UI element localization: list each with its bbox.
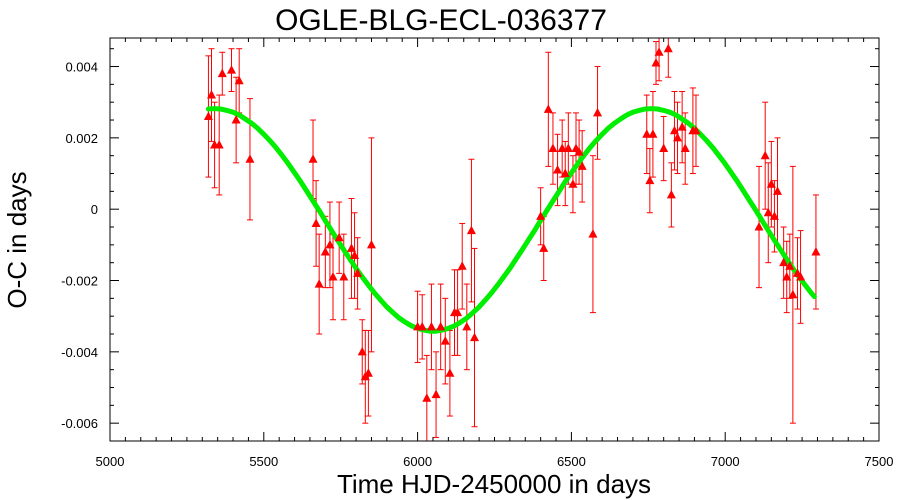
data-point-triangle bbox=[453, 307, 463, 317]
chart-title: OGLE-BLG-ECL-036377 bbox=[275, 4, 607, 37]
data-point-triangle bbox=[214, 139, 224, 149]
data-point-triangle bbox=[445, 368, 455, 377]
data-point-triangle bbox=[642, 129, 652, 138]
data-point-triangle bbox=[577, 161, 587, 170]
data-point-triangle bbox=[417, 321, 427, 331]
data-point-triangle bbox=[234, 75, 244, 85]
data-point-triangle bbox=[346, 243, 356, 252]
data-point-triangle bbox=[366, 239, 376, 249]
data-point-triangle bbox=[353, 268, 363, 277]
data-point-triangle bbox=[431, 389, 441, 399]
data-point-triangle bbox=[350, 250, 360, 260]
fit-curve-layer bbox=[205, 106, 817, 334]
data-point-triangle bbox=[207, 90, 217, 99]
data-point-triangle bbox=[217, 68, 227, 78]
data-point-triangle bbox=[669, 125, 679, 135]
data-point-triangle bbox=[553, 164, 563, 174]
data-point-triangle bbox=[422, 393, 432, 402]
data-point-triangle bbox=[339, 271, 349, 281]
data-point-triangle bbox=[557, 143, 567, 153]
data-point-triangle bbox=[363, 368, 373, 377]
data-point-triangle bbox=[536, 211, 546, 220]
error-bars-layer bbox=[205, 38, 819, 441]
data-point-triangle bbox=[543, 104, 553, 113]
x-tick-label: 5500 bbox=[249, 454, 278, 469]
data-point-triangle bbox=[763, 207, 773, 217]
data-point-triangle bbox=[766, 179, 776, 188]
data-point-triangle bbox=[314, 279, 324, 288]
data-point-triangle bbox=[754, 222, 764, 231]
data-point-triangle bbox=[593, 107, 603, 117]
data-point-triangle bbox=[328, 271, 338, 281]
data-point-triangle bbox=[574, 147, 584, 156]
data-point-triangle bbox=[426, 321, 436, 331]
data-point-triangle bbox=[320, 246, 330, 256]
data-point-triangle bbox=[539, 243, 549, 252]
data-point-triangle bbox=[470, 332, 480, 342]
data-point-triangle bbox=[462, 321, 472, 331]
data-point-triangle bbox=[788, 289, 798, 299]
data-point-triangle bbox=[666, 189, 676, 199]
data-point-triangle bbox=[334, 232, 344, 242]
data-points-layer bbox=[203, 43, 821, 402]
data-point-triangle bbox=[560, 168, 570, 178]
data-point-triangle bbox=[677, 122, 687, 131]
data-point-triangle bbox=[548, 143, 558, 153]
data-point-triangle bbox=[673, 132, 683, 142]
y-tick-label: -0.006 bbox=[61, 416, 98, 431]
data-point-triangle bbox=[227, 65, 237, 74]
data-point-triangle bbox=[308, 154, 318, 163]
data-point-triangle bbox=[654, 47, 664, 56]
data-point-triangle bbox=[659, 143, 669, 153]
data-point-triangle bbox=[769, 211, 779, 220]
data-point-triangle bbox=[779, 257, 789, 267]
y-tick-label: -0.002 bbox=[61, 274, 98, 289]
data-point-triangle bbox=[311, 218, 321, 227]
x-axis-ticks: 5000 5500 6000 6500 7000 7500 bbox=[96, 38, 894, 469]
data-point-triangle bbox=[680, 143, 690, 153]
data-point-triangle bbox=[663, 43, 673, 53]
data-point-triangle bbox=[245, 154, 255, 163]
x-tick-label: 6500 bbox=[557, 454, 586, 469]
data-point-triangle bbox=[563, 143, 573, 153]
data-point-triangle bbox=[648, 129, 658, 138]
y-tick-label: -0.004 bbox=[61, 345, 98, 360]
plot-frame bbox=[109, 37, 880, 442]
data-point-triangle bbox=[568, 179, 578, 188]
y-axis-ticks: 0.004 0.002 0 -0.002 -0.004 -0.006 bbox=[61, 48, 879, 442]
y-axis-label: O-C in days bbox=[2, 171, 32, 308]
data-point-triangle bbox=[645, 175, 655, 185]
y-tick-label: 0 bbox=[91, 202, 98, 217]
data-point-triangle bbox=[325, 239, 335, 249]
x-tick-label: 5000 bbox=[96, 454, 125, 469]
data-point-triangle bbox=[785, 261, 795, 270]
data-point-triangle bbox=[231, 115, 241, 124]
data-point-triangle bbox=[796, 271, 806, 281]
x-axis-label: Time HJD-2450000 in days bbox=[337, 469, 651, 499]
data-point-triangle bbox=[203, 111, 213, 120]
data-point-triangle bbox=[772, 186, 782, 195]
x-tick-label: 7500 bbox=[865, 454, 894, 469]
x-tick-label: 6000 bbox=[403, 454, 432, 469]
y-tick-label: 0.004 bbox=[65, 60, 98, 75]
data-point-triangle bbox=[691, 125, 701, 135]
y-tick-label: 0.002 bbox=[65, 131, 98, 146]
data-point-triangle bbox=[811, 246, 821, 256]
data-point-triangle bbox=[357, 346, 367, 356]
data-point-triangle bbox=[760, 150, 770, 160]
data-point-triangle bbox=[436, 321, 446, 331]
data-point-triangle bbox=[457, 261, 467, 270]
data-point-triangle bbox=[782, 271, 792, 281]
data-point-triangle bbox=[588, 229, 598, 238]
data-point-triangle bbox=[440, 336, 450, 345]
data-point-triangle bbox=[466, 225, 476, 235]
x-tick-label: 7000 bbox=[711, 454, 740, 469]
fit-curve bbox=[205, 106, 817, 334]
data-point-triangle bbox=[651, 57, 661, 67]
